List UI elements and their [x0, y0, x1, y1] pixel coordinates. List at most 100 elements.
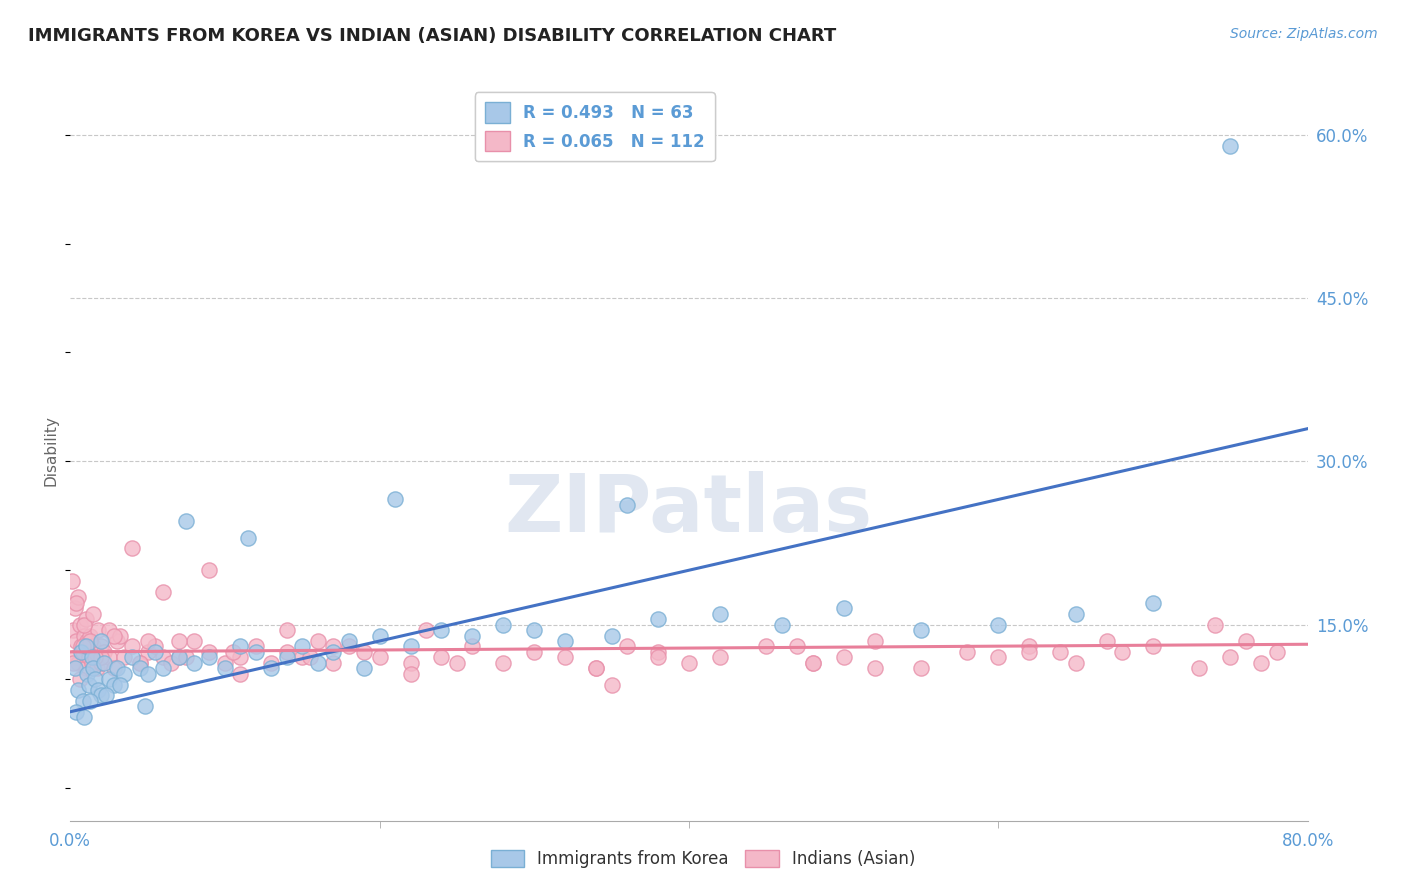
Point: [105, 661, 128, 675]
Point: [63, 650, 86, 665]
Point: [229, 640, 252, 654]
Point: [600, 628, 623, 642]
Point: [307, 634, 329, 648]
Point: [1064, 656, 1087, 670]
Point: [79, 694, 101, 708]
Point: [79, 628, 101, 642]
Point: [1204, 617, 1226, 632]
Point: [1219, 650, 1241, 665]
Point: [616, 640, 638, 654]
Point: [430, 623, 453, 637]
Point: [134, 699, 156, 714]
Point: [276, 645, 298, 659]
Point: [108, 628, 131, 642]
Point: [79, 634, 101, 648]
Text: IMMIGRANTS FROM KOREA VS INDIAN (ASIAN) DISABILITY CORRELATION CHART: IMMIGRANTS FROM KOREA VS INDIAN (ASIAN) …: [28, 27, 837, 45]
Point: [121, 640, 143, 654]
Point: [322, 656, 344, 670]
Point: [709, 607, 731, 621]
Point: [214, 661, 236, 675]
Point: [1250, 656, 1272, 670]
Point: [987, 617, 1010, 632]
Point: [76, 666, 98, 681]
Point: [523, 623, 546, 637]
Point: [67, 683, 90, 698]
Point: [65, 596, 87, 610]
Point: [384, 492, 406, 507]
Point: [63, 661, 86, 675]
Legend: Immigrants from Korea, Indians (Asian): Immigrants from Korea, Indians (Asian): [484, 843, 922, 875]
Point: [121, 541, 143, 556]
Point: [90, 689, 112, 703]
Point: [832, 601, 855, 615]
Point: [67, 656, 90, 670]
Point: [84, 672, 107, 686]
Point: [600, 677, 623, 691]
Point: [62, 623, 84, 637]
Point: [82, 607, 105, 621]
Point: [75, 640, 97, 654]
Point: [174, 514, 197, 528]
Point: [276, 623, 298, 637]
Point: [1018, 640, 1040, 654]
Point: [70, 645, 93, 659]
Point: [1142, 596, 1164, 610]
Point: [399, 656, 422, 670]
Point: [145, 640, 166, 654]
Point: [72, 640, 94, 654]
Point: [245, 645, 267, 659]
Point: [136, 645, 159, 659]
Point: [222, 645, 245, 659]
Point: [430, 650, 453, 665]
Y-axis label: Disability: Disability: [44, 415, 59, 486]
Point: [98, 672, 120, 686]
Point: [198, 563, 221, 577]
Point: [1234, 634, 1257, 648]
Point: [72, 645, 94, 659]
Point: [69, 617, 91, 632]
Point: [214, 656, 236, 670]
Point: [129, 656, 152, 670]
Point: [63, 601, 86, 615]
Point: [446, 656, 468, 670]
Point: [90, 650, 112, 665]
Point: [121, 650, 143, 665]
Point: [1049, 645, 1071, 659]
Point: [65, 634, 87, 648]
Point: [60, 574, 83, 588]
Point: [93, 645, 115, 659]
Point: [276, 650, 298, 665]
Point: [1142, 640, 1164, 654]
Point: [93, 656, 115, 670]
Point: [98, 650, 120, 665]
Point: [1095, 634, 1118, 648]
Point: [415, 623, 437, 637]
Point: [73, 628, 96, 642]
Point: [322, 645, 344, 659]
Point: [492, 617, 515, 632]
Point: [77, 650, 100, 665]
Point: [82, 640, 105, 654]
Point: [523, 645, 546, 659]
Point: [62, 656, 84, 670]
Point: [69, 672, 91, 686]
Point: [136, 634, 159, 648]
Point: [72, 694, 94, 708]
Point: [167, 650, 190, 665]
Point: [67, 591, 90, 605]
Point: [647, 612, 669, 626]
Point: [322, 640, 344, 654]
Point: [291, 640, 314, 654]
Point: [229, 666, 252, 681]
Point: [956, 645, 979, 659]
Point: [307, 656, 329, 670]
Point: [585, 661, 607, 675]
Point: [801, 656, 824, 670]
Point: [554, 634, 576, 648]
Point: [98, 623, 120, 637]
Point: [70, 640, 93, 654]
Point: [399, 666, 422, 681]
Point: [987, 650, 1010, 665]
Point: [461, 640, 484, 654]
Point: [65, 705, 87, 719]
